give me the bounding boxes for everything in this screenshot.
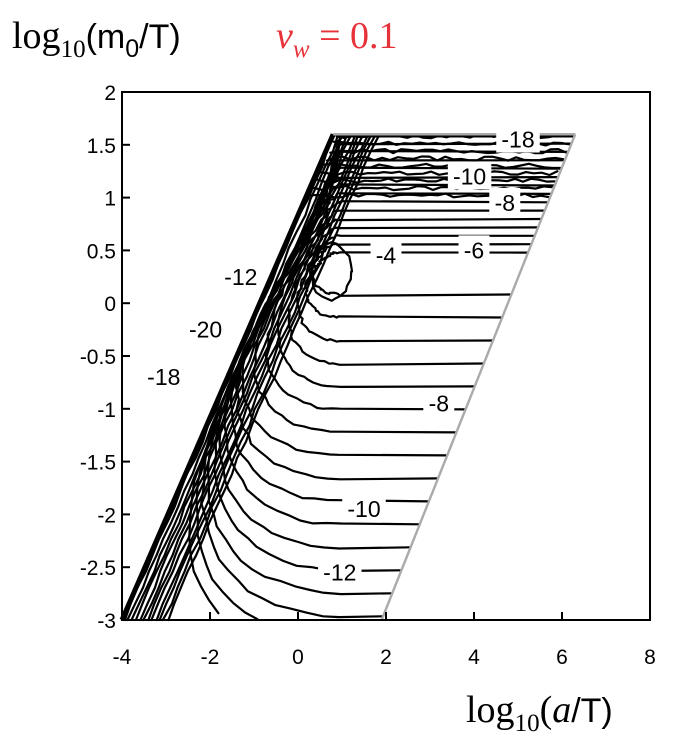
contour-label-bg xyxy=(318,557,362,586)
edge-contour xyxy=(139,133,353,622)
contour-label-bg xyxy=(183,314,228,343)
y-axis-title: log10(m0/T) xyxy=(12,15,181,63)
top-contour xyxy=(325,155,565,162)
plot-frame xyxy=(121,91,651,621)
y-axis-ticks: 2 1.5 1 0.5 0 -0.5 -1 -1.5 -2 -2.5 -3 xyxy=(80,82,130,633)
y-tick-label: -2.5 xyxy=(80,557,116,580)
y-tick-label: -2 xyxy=(97,504,116,527)
contour-label-bg xyxy=(219,261,263,290)
contour-label-bg xyxy=(496,124,540,153)
contour-label: -18 xyxy=(147,364,180,390)
contour-label: -10 xyxy=(453,163,486,189)
contour-label-bg xyxy=(342,494,386,523)
contour-label-bg xyxy=(142,362,186,391)
edge-contour xyxy=(158,133,373,622)
top-contour xyxy=(322,162,562,170)
contour-label-bg xyxy=(458,235,490,264)
x-tick-label: 8 xyxy=(644,646,656,669)
y-tick-label: 1 xyxy=(104,188,116,211)
plot-area: -18-10-8-6-4-12-20-18-8-10-12 -4 -2 0 2 4 6 8 … xyxy=(80,82,656,669)
x-tick-label: 0 xyxy=(292,646,304,669)
x-tick-label: 6 xyxy=(556,646,568,669)
contour-line xyxy=(287,226,540,366)
top-contour xyxy=(319,170,559,177)
y-tick-label: 2 xyxy=(104,82,116,105)
y-tick-label: 0 xyxy=(104,293,116,316)
y-tick-label: -0.5 xyxy=(80,346,116,369)
edge-contour xyxy=(167,133,381,622)
y-tick-label: -1 xyxy=(97,399,116,422)
x-axis-ticks: -4 -2 0 2 4 6 8 xyxy=(113,612,656,669)
contour-label-bg xyxy=(423,388,455,417)
contour-line xyxy=(276,217,543,388)
contour-label: -8 xyxy=(495,190,515,216)
x-tick-label: 4 xyxy=(468,646,480,669)
contour-line xyxy=(311,251,530,297)
contour-label-bg xyxy=(370,240,402,269)
contour-label: -8 xyxy=(429,391,449,417)
x-tick-label: 2 xyxy=(380,646,392,669)
y-tick-label: -1.5 xyxy=(80,452,116,475)
contour-label: -6 xyxy=(464,237,484,263)
edge-contour xyxy=(147,133,360,622)
edge-contour xyxy=(134,133,349,622)
contour-label: -20 xyxy=(189,317,222,343)
contour-label: -12 xyxy=(224,264,257,290)
peak-contour xyxy=(310,241,354,302)
y-tick-label: 1.5 xyxy=(87,135,116,158)
edge-contour xyxy=(155,133,370,622)
left-boundary xyxy=(119,133,336,621)
contour-label: -4 xyxy=(376,243,397,269)
contour-label-bg xyxy=(447,161,492,190)
x-tick-label: -4 xyxy=(113,646,132,669)
parameter-label: vw = 0.1 xyxy=(276,15,398,63)
edge-contour xyxy=(142,133,357,622)
contour-label: -18 xyxy=(501,127,534,153)
edge-contour xyxy=(126,133,340,622)
edge-contour xyxy=(161,133,378,622)
contour-label-bg xyxy=(489,187,521,216)
contour-labels: -18 -10 -8 -6 -4 -12 -20 -18 -8 -10 -12 xyxy=(142,124,540,586)
x-tick-label: -2 xyxy=(201,646,220,669)
right-boundary xyxy=(380,133,577,621)
contour-line xyxy=(304,242,533,319)
edge-contour xyxy=(150,133,365,622)
contour-label: -12 xyxy=(323,559,356,585)
x-axis-title: log10(a/T) xyxy=(466,689,613,737)
y-tick-label: 0.5 xyxy=(87,240,116,263)
contour-label: -10 xyxy=(347,496,380,522)
top-contour xyxy=(316,177,556,184)
y-tick-label: -3 xyxy=(97,610,116,633)
edge-contour xyxy=(130,133,344,622)
